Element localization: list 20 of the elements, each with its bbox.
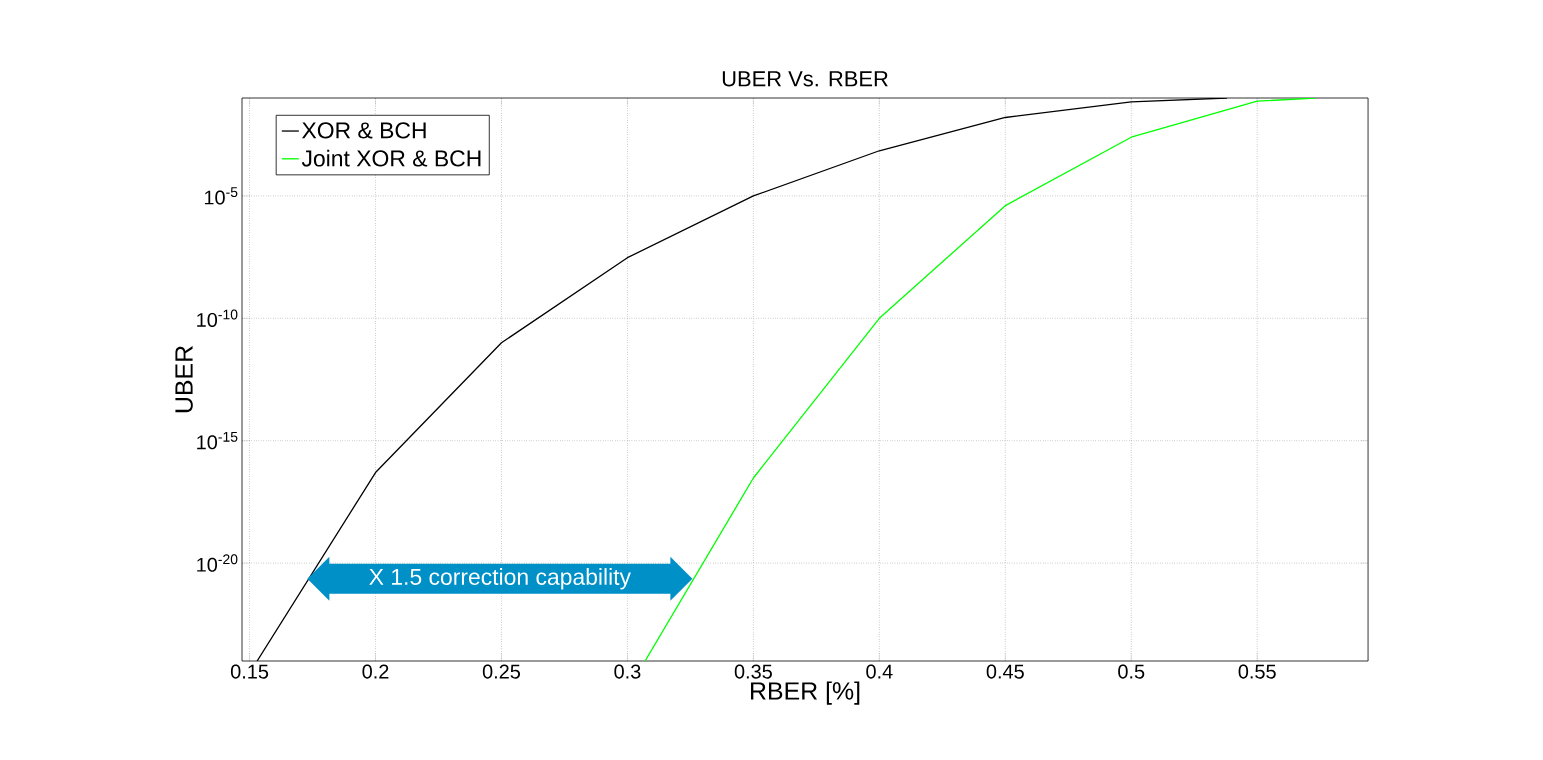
x-tick-label: 0.2 — [362, 664, 389, 679]
x-tick-label: 0.45 — [986, 664, 1024, 679]
legend-label: Joint XOR & BCH — [301, 149, 481, 167]
x-tick-label: 0.5 — [1118, 664, 1145, 679]
x-tick-label: 0.55 — [1238, 664, 1276, 679]
y-tick-label: 10$^{-15}$ — [197, 432, 238, 450]
x-tick-label: 0.3 — [614, 664, 641, 679]
y-axis-title: UBER — [175, 346, 193, 413]
y-tick-label: 10$^{-20}$ — [197, 554, 238, 572]
line-series — [644, 98, 1316, 662]
y-tick-label: 10$^{-5}$ — [204, 187, 238, 205]
legend-label: XOR & BCH — [301, 122, 426, 139]
x-tick-label: 0.35 — [734, 664, 772, 679]
x-tick-label: 0.25 — [482, 664, 521, 679]
x-axis-title: RBER [%] — [751, 681, 860, 705]
x-tick-label: 0.4 — [866, 664, 893, 679]
annotation: X 1.5 correction capability — [369, 568, 631, 590]
x-tick-label: 0.15 — [230, 664, 269, 679]
y-tick-label: 10$^{-10}$ — [197, 309, 238, 328]
chart-title: UBER Vs. RBER — [722, 71, 888, 87]
